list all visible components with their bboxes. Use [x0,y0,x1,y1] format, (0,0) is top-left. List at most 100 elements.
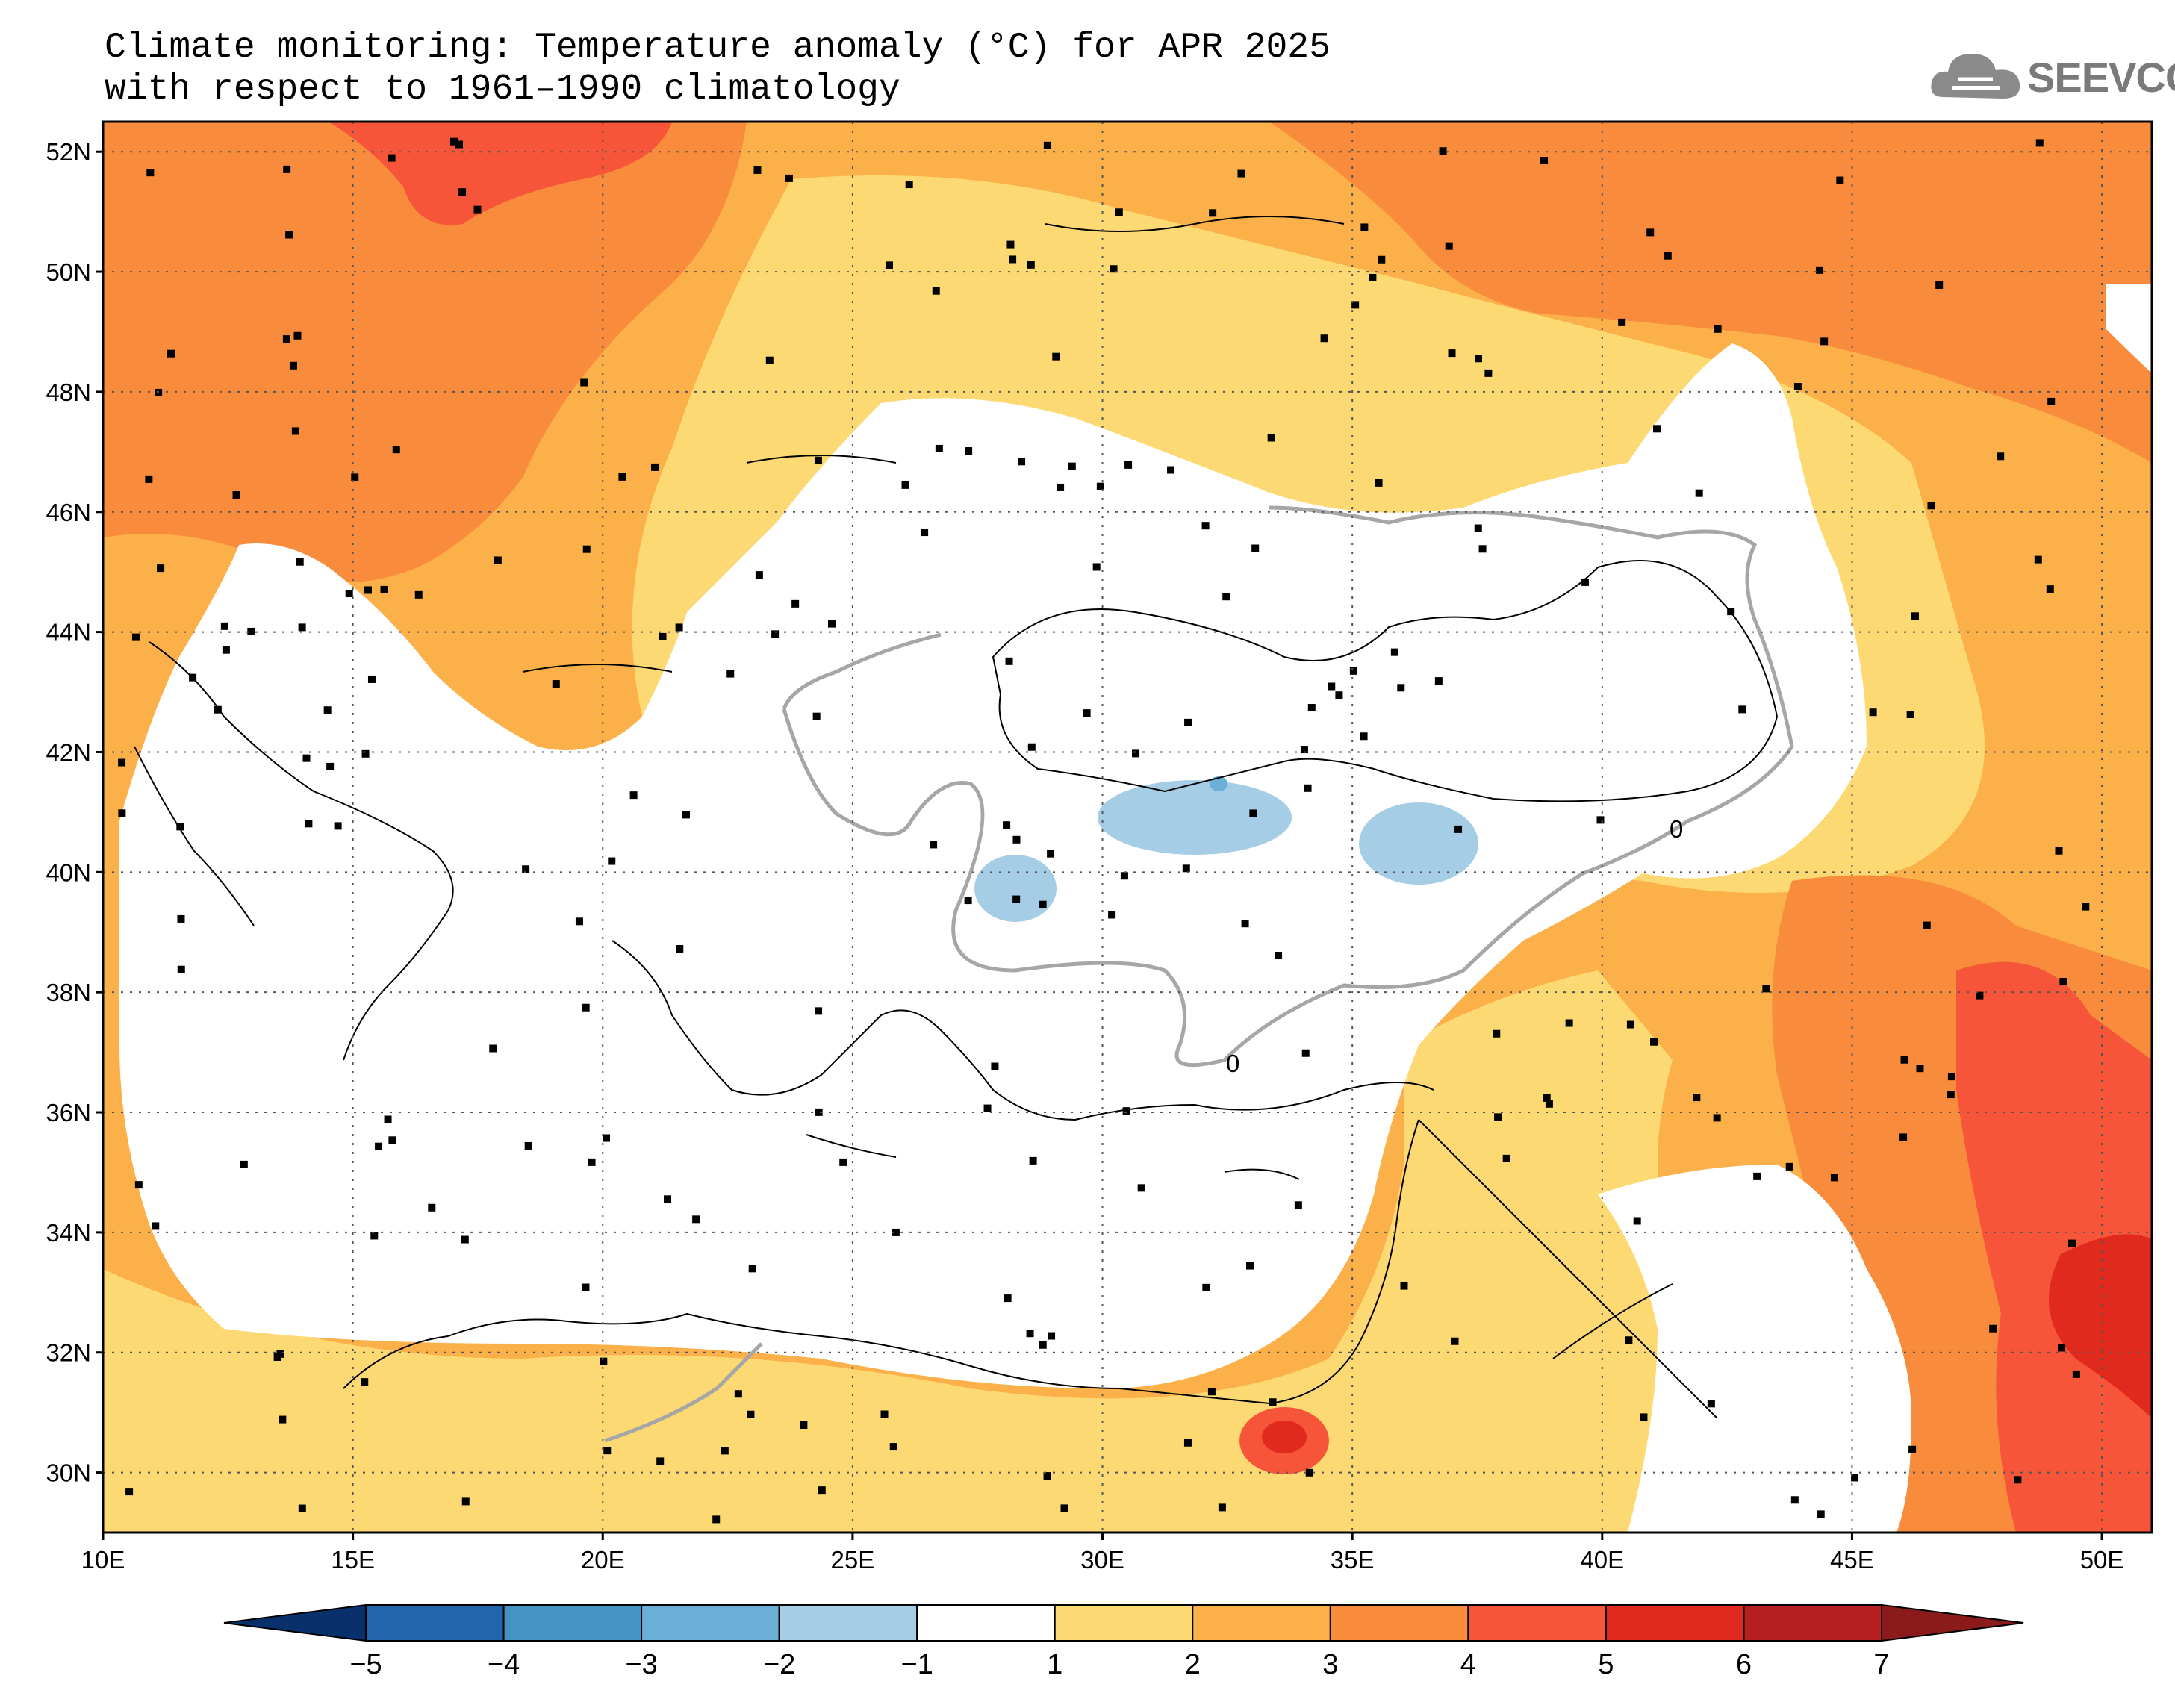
zero-contour-label-east: 0 [1670,815,1683,843]
station-marker [494,556,502,564]
station-marker [1869,708,1877,717]
station-marker [1626,1020,1634,1029]
station-marker [1540,157,1549,165]
station-marker [1209,209,1217,217]
station-marker [361,1378,369,1386]
station-marker [1351,301,1360,309]
cyprus-coast [1224,1168,1300,1180]
station-marker [388,1136,396,1144]
station-marker [1581,578,1590,586]
colorbar-label: −4 [488,1649,520,1680]
station-marker [1817,1510,1825,1518]
station-marker [726,670,735,678]
station-marker [1096,482,1104,490]
y-tick-label: 34N [46,1219,91,1247]
station-marker [1301,1049,1310,1057]
station-marker [582,1003,590,1012]
station-marker [302,754,311,762]
y-tick-label: 42N [46,738,91,766]
station-marker [1110,265,1118,273]
station-marker [134,1181,143,1189]
station-marker [167,349,175,358]
station-marker [659,632,667,640]
station-marker [721,1447,729,1455]
station-marker [880,1410,889,1418]
anomaly-band-cold-north-anatolia [1098,780,1292,855]
anomaly-band-warm-sinai-core [1262,1421,1307,1453]
station-marker [1005,657,1013,665]
station-marker [1012,835,1021,844]
station-marker [296,558,304,566]
station-marker [1201,522,1210,530]
station-marker [1378,255,1386,264]
station-marker [1218,1503,1226,1512]
station-marker [575,917,583,926]
graticule [103,122,2152,1533]
station-marker [289,361,297,370]
station-marker [1640,1413,1648,1421]
anomaly-band-3-4-northeast [1269,122,2152,463]
station-marker [1375,479,1383,487]
station-marker [1052,352,1060,361]
station-marker [1618,318,1626,326]
station-marker [2046,585,2054,593]
y-tick-label: 38N [46,979,91,1006]
station-marker [428,1203,436,1212]
station-marker [388,154,396,162]
station-marker [1448,349,1456,358]
colorbar-min-arrow [223,1603,367,1642]
country-borders [522,216,1718,1419]
station-marker [1851,1474,1859,1482]
station-marker [1439,147,1447,155]
station-marker [291,427,299,435]
station-marker [921,529,929,537]
station-marker [1060,1504,1068,1512]
colorbar-label: 4 [1460,1649,1476,1680]
y-tick-label: 32N [46,1339,91,1367]
station-marker [932,287,940,295]
station-marker [2068,1239,2076,1247]
station-marker [177,914,185,923]
station-marker [2082,903,2090,911]
zero-contour-label: 0 [1226,1050,1239,1077]
cloud-icon [1931,54,2020,99]
station-marker [2014,1476,2022,1484]
y-tick-label: 52N [46,138,91,166]
zero-contour [782,505,1794,1068]
station-marker [450,137,458,146]
station-marker [1451,1337,1459,1345]
station-marker [682,811,690,819]
station-marker [247,627,255,635]
y-tick-label: 48N [46,378,91,406]
station-marker [118,809,126,817]
station-marker [131,633,140,641]
station-marker [748,1265,756,1273]
station-marker [367,675,376,683]
colorbar-box [1054,1604,1194,1642]
anomaly-field: 0 0 [103,122,2152,1533]
station-marker [580,378,588,387]
station-marker [1120,872,1128,880]
station-marker [1454,825,1463,833]
station-marker [1241,920,1249,928]
station-marker [326,762,335,770]
station-marker [1305,1468,1313,1477]
station-marker [1445,242,1453,250]
station-marker [600,1357,608,1365]
station-marker [935,444,943,452]
chart-subtitle: with respect to 1961–1990 climatology [105,69,900,110]
colorbar-label: 2 [1185,1649,1201,1680]
station-marker [1545,1100,1553,1108]
station-marker [2035,139,2044,147]
station-marker [455,140,464,149]
x-tick-label: 25E [831,1546,875,1574]
station-marker [1596,816,1605,824]
station-marker [1360,223,1369,231]
station-marker [1989,1324,1997,1333]
x-tick-label: 35E [1331,1546,1375,1574]
station-marker [651,463,659,471]
station-marker [1320,334,1328,343]
station-marker [1713,1114,1721,1122]
zero-contour-south [604,1342,763,1443]
station-marker [461,1235,469,1244]
